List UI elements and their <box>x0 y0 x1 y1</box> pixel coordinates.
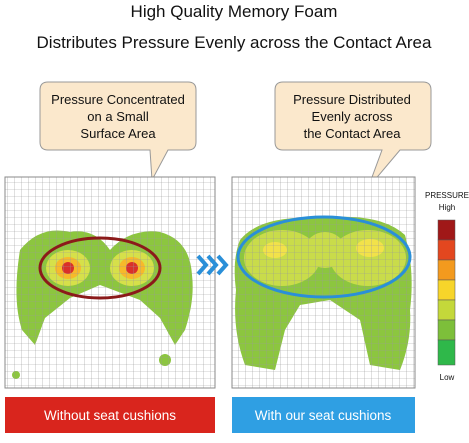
label-box <box>232 397 415 433</box>
bubble-text: Pressure Distributed <box>293 92 411 107</box>
label-text: With our seat cushions <box>255 408 392 423</box>
arrow <box>196 254 229 276</box>
legend-low: Low <box>440 373 455 382</box>
label-box <box>5 397 215 433</box>
subtitle: Distributes Pressure Evenly across the C… <box>37 33 432 52</box>
bubble-text: Evenly across <box>312 109 393 124</box>
title: High Quality Memory Foam <box>131 2 338 21</box>
bubble-text: on a Small <box>87 109 149 124</box>
speech-bubble <box>274 81 432 189</box>
legend-title: PRESSURE <box>425 191 469 200</box>
label-text: Without seat cushions <box>44 408 176 423</box>
legend-high: High <box>439 203 455 212</box>
bubble-text: the Contact Area <box>304 126 402 141</box>
pressure-map <box>4 176 216 389</box>
speech-bubble <box>39 81 197 182</box>
legend: PRESSURE High Low <box>425 191 469 382</box>
bubble-text: Pressure Concentrated <box>51 92 185 107</box>
pressure-map <box>231 176 416 389</box>
bubble-text: Surface Area <box>80 126 156 141</box>
